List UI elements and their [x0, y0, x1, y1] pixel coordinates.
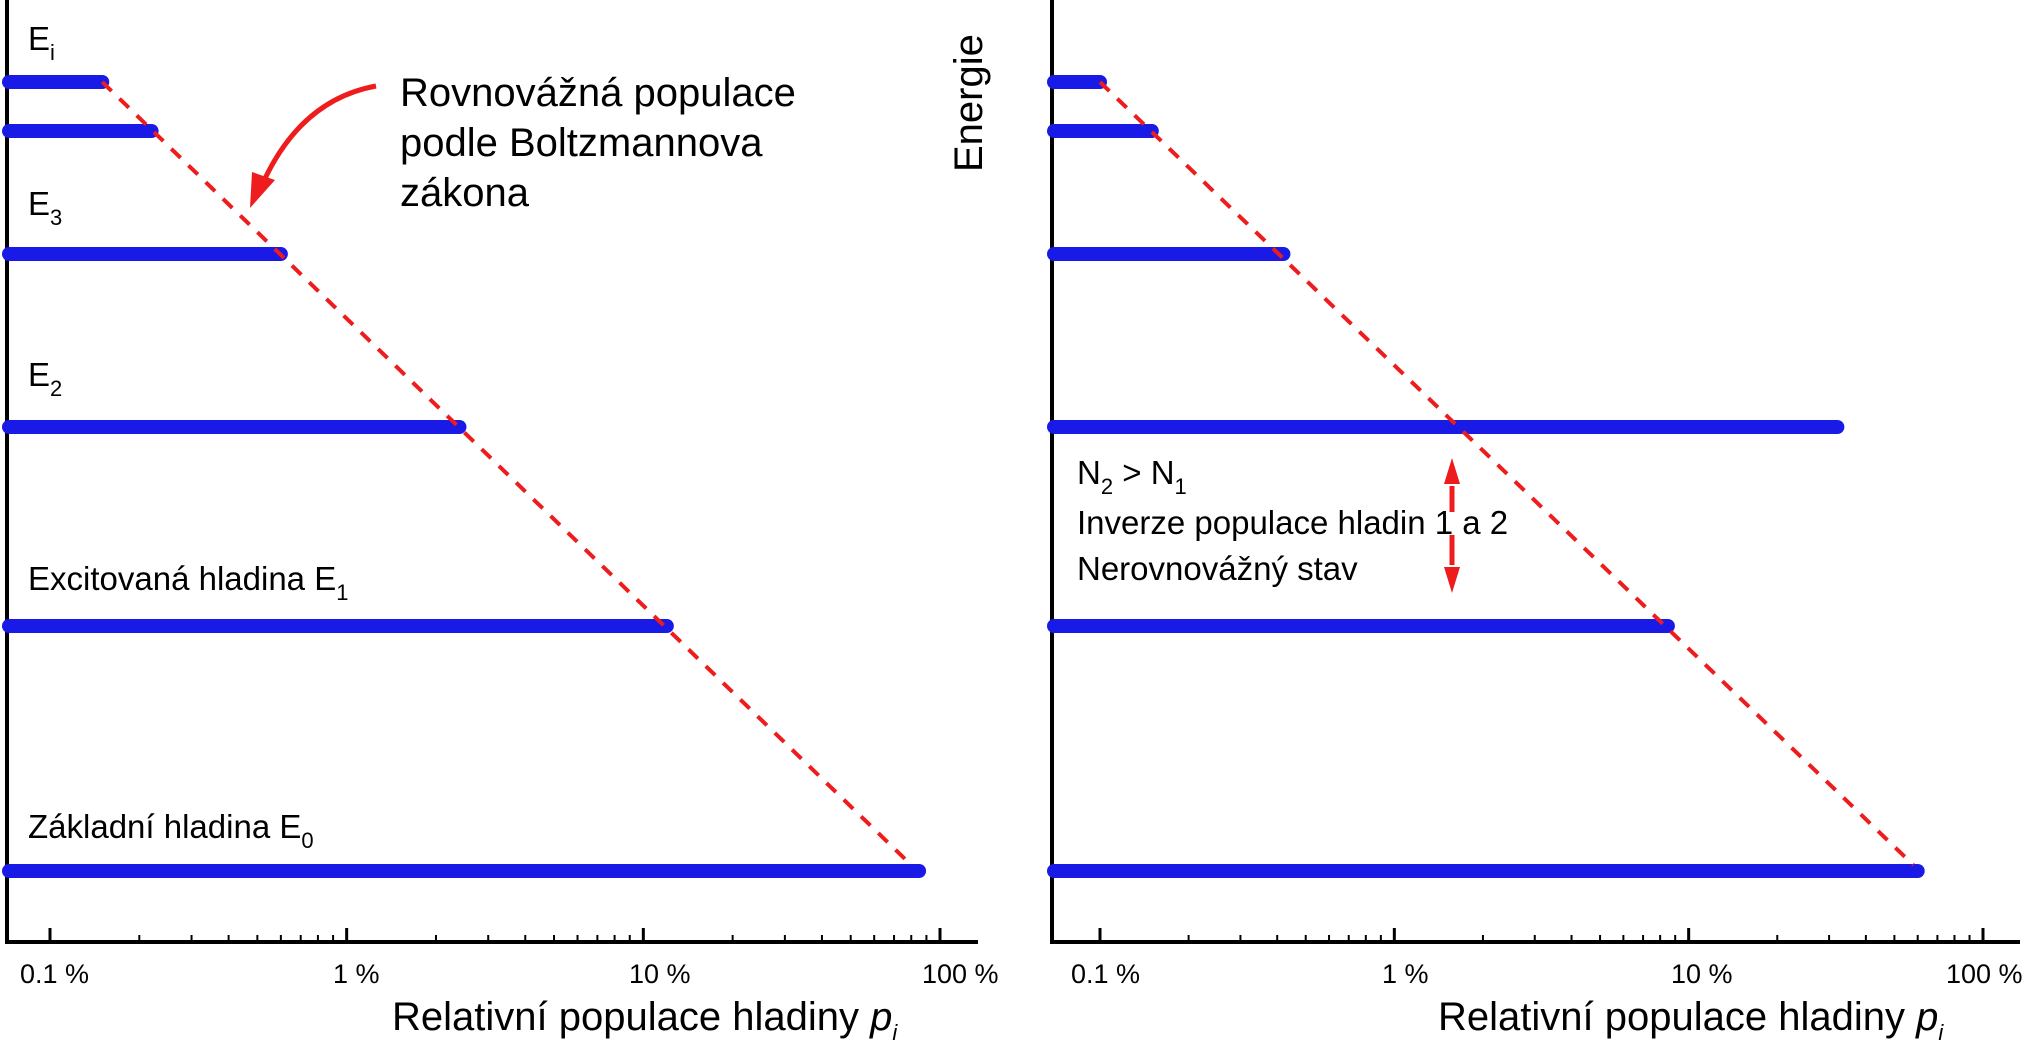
annotation-arrow-head: [250, 172, 275, 208]
label-E0: Základní hladina E0: [28, 808, 314, 853]
label-Ei: Ei: [28, 20, 55, 65]
left-x-axis-label-sub: i: [892, 1020, 898, 1045]
left-level-bars: [2, 75, 927, 878]
right-tick-label-2: 10 %: [1671, 959, 1733, 989]
label-E1: Excitovaná hladina E1: [28, 560, 348, 605]
annotation-line-1: Rovnovážná populace: [400, 71, 796, 115]
right-boltzmann-line: [1098, 80, 1915, 867]
inversion-arrow-head-up: [1444, 458, 1460, 484]
left-x-tick-labels: 0.1 % 1 % 10 % 100 %: [20, 959, 999, 989]
right-tick-label-1: 1 %: [1382, 959, 1429, 989]
right-x-axis-label-var: p: [1915, 995, 1938, 1039]
nonequilibrium-text: Nerovnovážný stav: [1077, 550, 1358, 587]
right-x-axis-label-sub: i: [1938, 1020, 1944, 1045]
right-tick-label-3: 100 %: [1946, 959, 2023, 989]
left-x-axis-label: Relativní populace hladiny pi: [392, 995, 898, 1045]
right-level-bars: [1047, 75, 1925, 878]
annotation-line-3: zákona: [400, 171, 530, 215]
inversion-condition: N2 > N1: [1077, 454, 1187, 499]
label-E2: E2: [28, 356, 62, 401]
left-tick-label-0: 0.1 %: [20, 959, 89, 989]
inversion-text: Inverze populace hladin 1 a 2: [1077, 504, 1508, 541]
right-x-tick-labels: 0.1 % 1 % 10 % 100 %: [1071, 959, 2023, 989]
right-panel: 0.1 % 1 % 10 % 100 % Relativní populace …: [947, 0, 2023, 1045]
left-boltzmann-line: [100, 80, 913, 867]
right-x-ticks: [1098, 928, 1985, 942]
left-panel: 0.1 % 1 % 10 % 100 % Relativní populace …: [2, 0, 999, 1045]
boltzmann-annotation: Rovnovážná populace podle Boltzmannova z…: [250, 71, 796, 215]
annotation-arrow: [259, 83, 377, 187]
left-x-ticks: [48, 928, 942, 942]
energy-axis-label: Energie: [947, 34, 991, 172]
right-x-axis-label-text: Relativní populace hladiny: [1438, 995, 1916, 1039]
annotation-line-2: podle Boltzmannova: [400, 121, 763, 165]
right-tick-label-0: 0.1 %: [1071, 959, 1140, 989]
label-E3: E3: [28, 185, 62, 230]
left-tick-label-3: 100 %: [922, 959, 999, 989]
left-x-axis-label-text: Relativní populace hladiny: [392, 995, 870, 1039]
left-tick-label-1: 1 %: [333, 959, 380, 989]
inversion-arrow-head-down: [1444, 567, 1460, 593]
inversion-arrow: [1444, 458, 1460, 593]
left-x-axis-label-var: p: [869, 995, 892, 1039]
left-tick-label-2: 10 %: [629, 959, 691, 989]
right-x-axis-label: Relativní populace hladiny pi: [1438, 995, 1944, 1045]
